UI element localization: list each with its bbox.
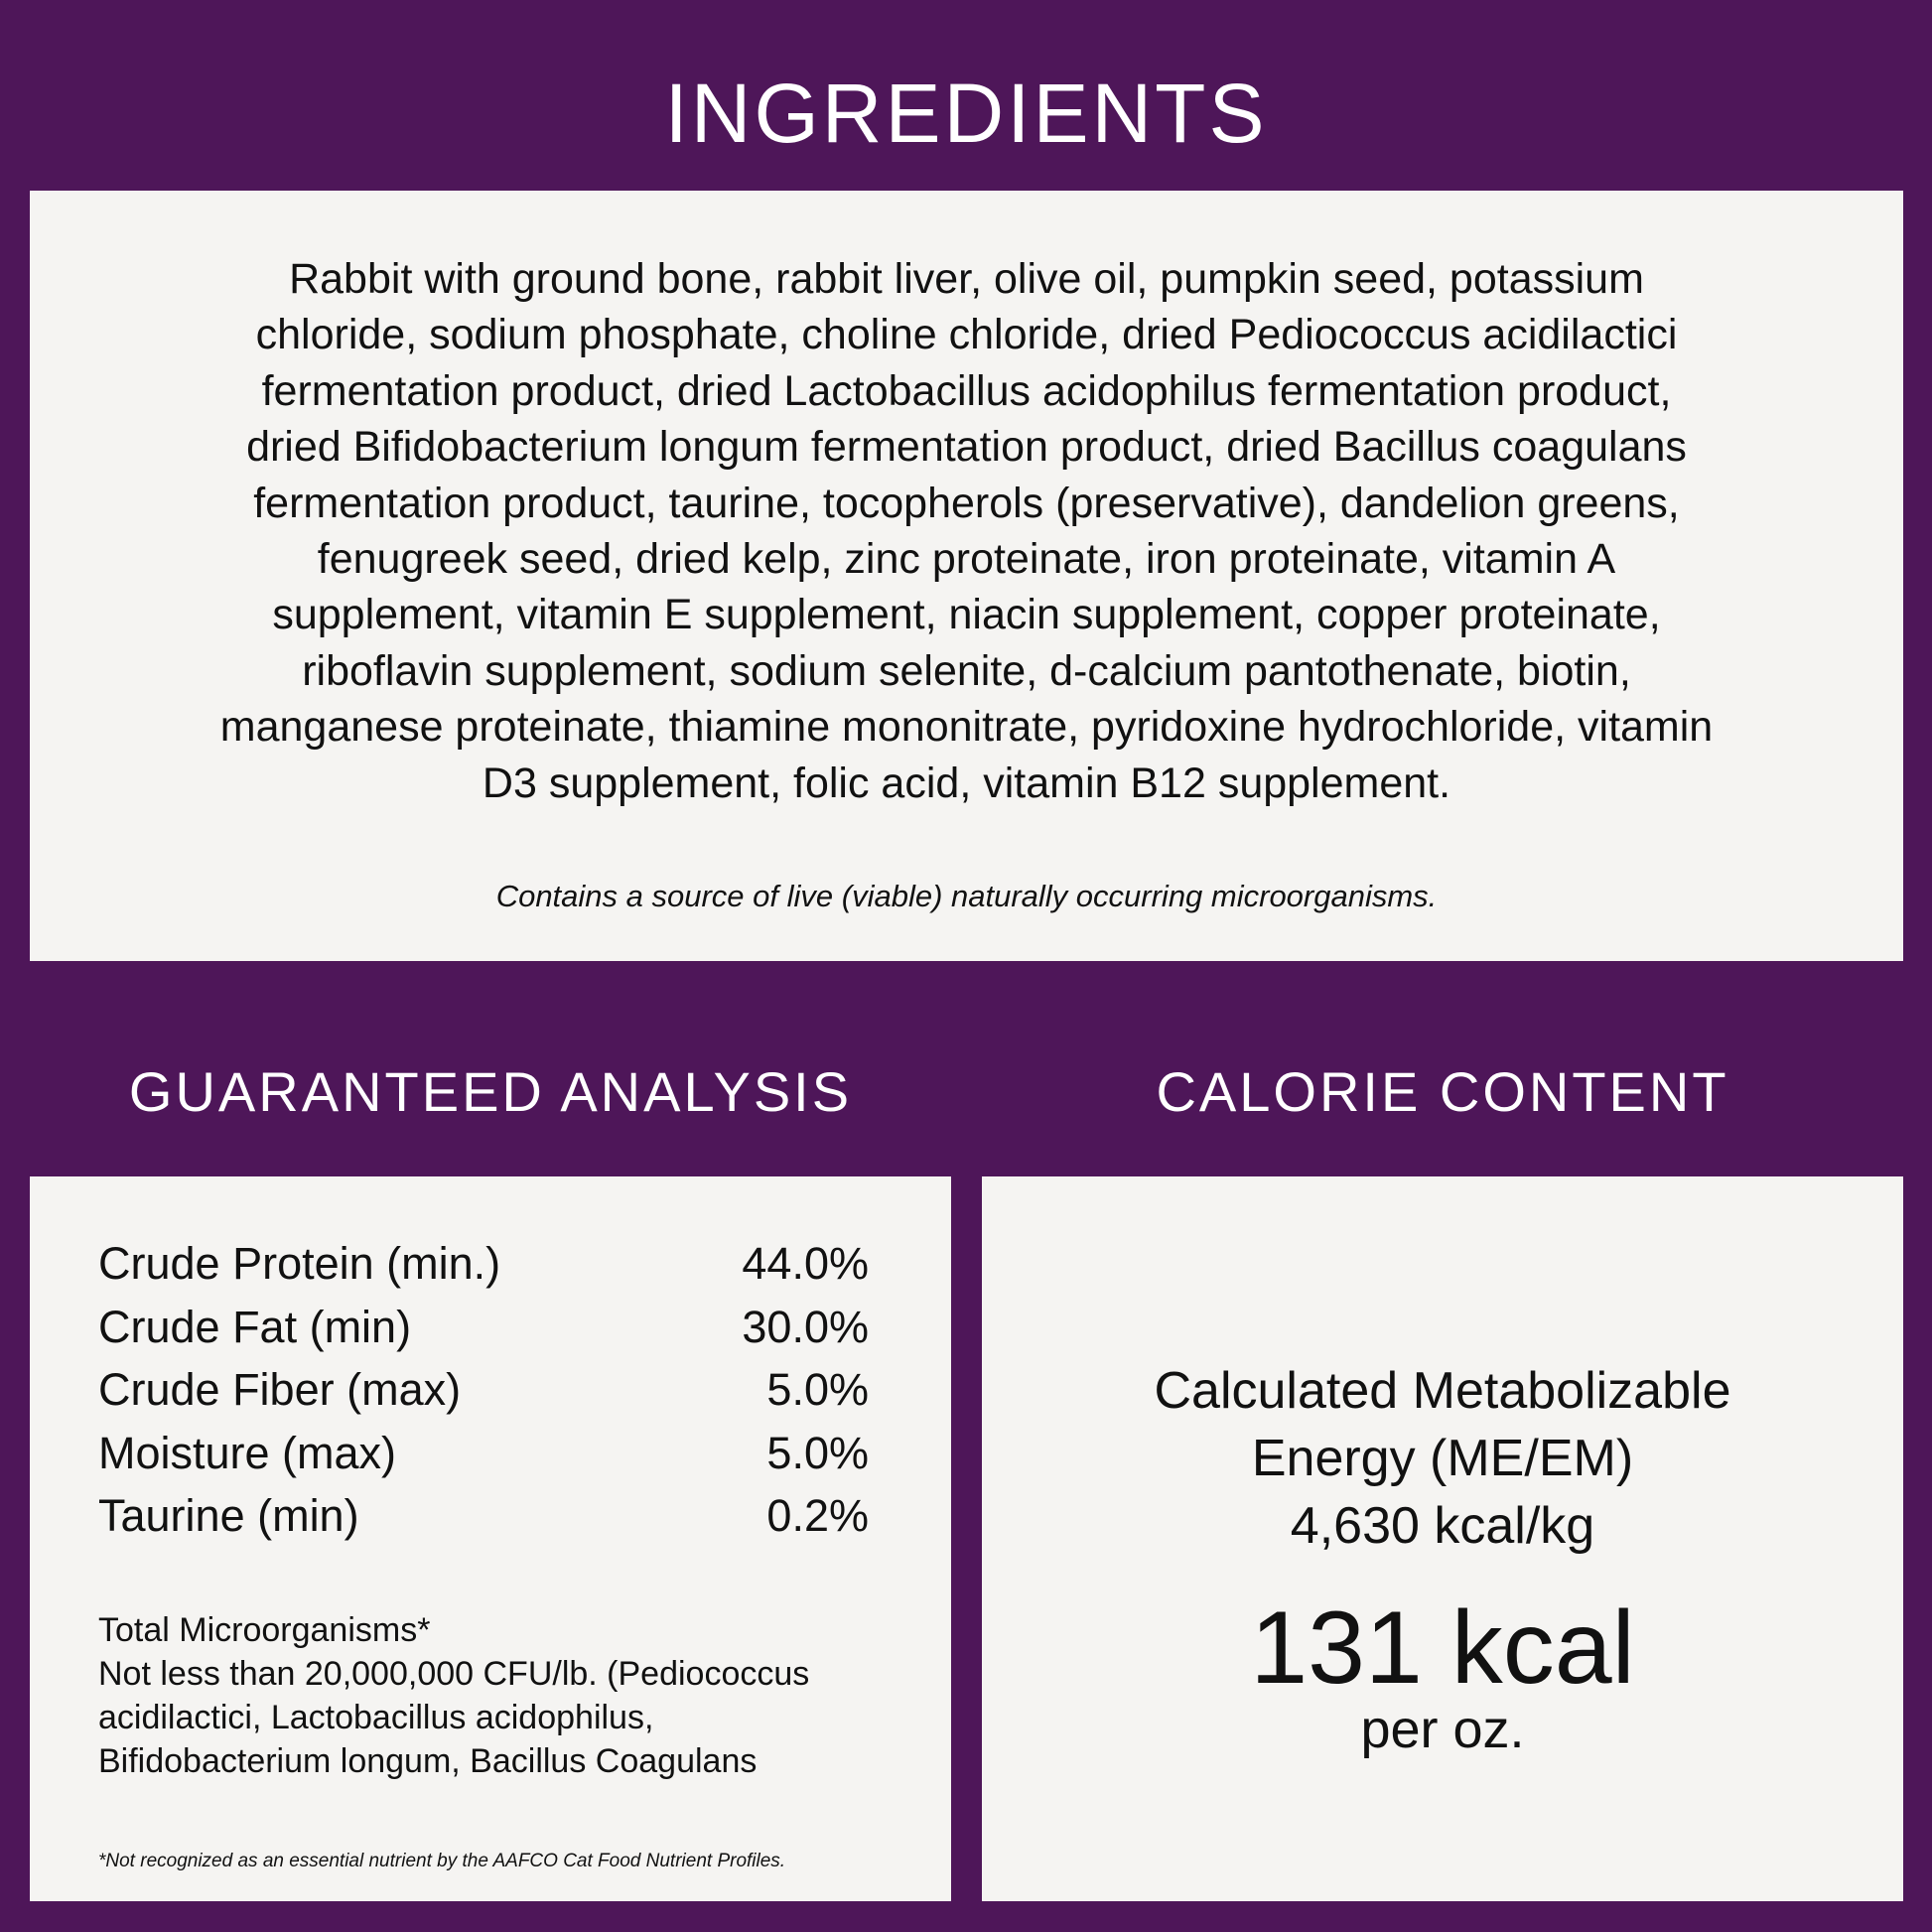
ingredients-line: D3 supplement, folic acid, vitamin B12 s… bbox=[482, 759, 1451, 807]
ingredients-panel: Rabbit with ground bone, rabbit liver, o… bbox=[30, 191, 1903, 961]
microorganisms-line: acidilactici, Lactobacillus acidophilus, bbox=[98, 1699, 654, 1736]
analysis-row: Moisture (max) 5.0% bbox=[98, 1422, 869, 1484]
analysis-value: 44.0% bbox=[742, 1238, 869, 1289]
ingredients-line: dried Bifidobacterium longum fermentatio… bbox=[246, 423, 1687, 472]
analysis-label: Moisture (max) bbox=[98, 1427, 397, 1478]
ingredients-note: Contains a source of live (viable) natur… bbox=[495, 879, 1438, 913]
microorganisms-statement: Total Microorganisms* Not less than 20,00… bbox=[98, 1608, 809, 1783]
analysis-label: Crude Fat (min) bbox=[98, 1301, 412, 1352]
ingredients-line: fenugreek seed, dried kelp, zinc protein… bbox=[317, 535, 1616, 584]
microorganisms-line: Bifidobacterium longum, Bacillus Coagula… bbox=[98, 1742, 758, 1780]
calorie-content-title: CALORIE CONTENT bbox=[1156, 1060, 1729, 1123]
ingredients-line: fermentation product, taurine, tocophero… bbox=[253, 479, 1680, 527]
analysis-row: Crude Fiber (max) 5.0% bbox=[98, 1358, 869, 1421]
ingredients-list: Rabbit with ground bone, rabbit liver, o… bbox=[30, 251, 1903, 811]
analysis-row: Taurine (min) 0.2% bbox=[98, 1484, 869, 1547]
ingredients-line: fermentation product, dried Lactobacillu… bbox=[261, 366, 1672, 415]
ingredients-line: Rabbit with ground bone, rabbit liver, o… bbox=[289, 255, 1644, 303]
metabolizable-energy: Calculated Metabolizable Energy (ME/EM) 4,… bbox=[982, 1357, 1903, 1560]
energy-line: 4,630 kcal/kg bbox=[1290, 1497, 1595, 1555]
footnote: *Not recognized as an essential nutrient… bbox=[98, 1851, 786, 1871]
analysis-label: Crude Fiber (max) bbox=[98, 1364, 462, 1415]
ingredients-line: manganese proteinate, thiamine mononitra… bbox=[219, 703, 1714, 752]
ingredients-line: chloride, sodium phosphate, choline chlo… bbox=[255, 311, 1678, 359]
analysis-value: 0.2% bbox=[766, 1490, 869, 1541]
guaranteed-analysis-title: GUARANTEED ANALYSIS bbox=[128, 1060, 853, 1123]
calorie-content-panel bbox=[982, 1176, 1903, 1901]
analysis-value: 5.0% bbox=[766, 1427, 869, 1478]
microorganisms-line: Not less than 20,000,000 CFU/lb. (Pedioc… bbox=[98, 1655, 810, 1693]
analysis-label: Crude Protein (min.) bbox=[98, 1238, 501, 1289]
analysis-row: Crude Fat (min) 30.0% bbox=[98, 1296, 869, 1358]
analysis-label: Taurine (min) bbox=[98, 1490, 359, 1541]
microorganisms-line: Total Microorganisms* bbox=[98, 1611, 431, 1649]
analysis-value: 30.0% bbox=[742, 1301, 869, 1352]
ingredients-line: riboflavin supplement, sodium selenite, … bbox=[302, 646, 1631, 695]
analysis-value: 5.0% bbox=[766, 1364, 869, 1415]
ingredients-title: INGREDIENTS bbox=[664, 67, 1268, 160]
energy-line: Energy (ME/EM) bbox=[1251, 1430, 1634, 1487]
ingredients-line: supplement, vitamin E supplement, niacin… bbox=[272, 591, 1661, 639]
guaranteed-analysis-panel bbox=[30, 1176, 951, 1901]
analysis-row: Crude Protein (min.) 44.0% bbox=[98, 1232, 869, 1295]
kcal-unit: per oz. bbox=[1360, 1700, 1525, 1759]
energy-line: Calculated Metabolizable bbox=[1154, 1362, 1731, 1420]
kcal-per-oz-value: 131 kcal bbox=[1250, 1590, 1635, 1706]
